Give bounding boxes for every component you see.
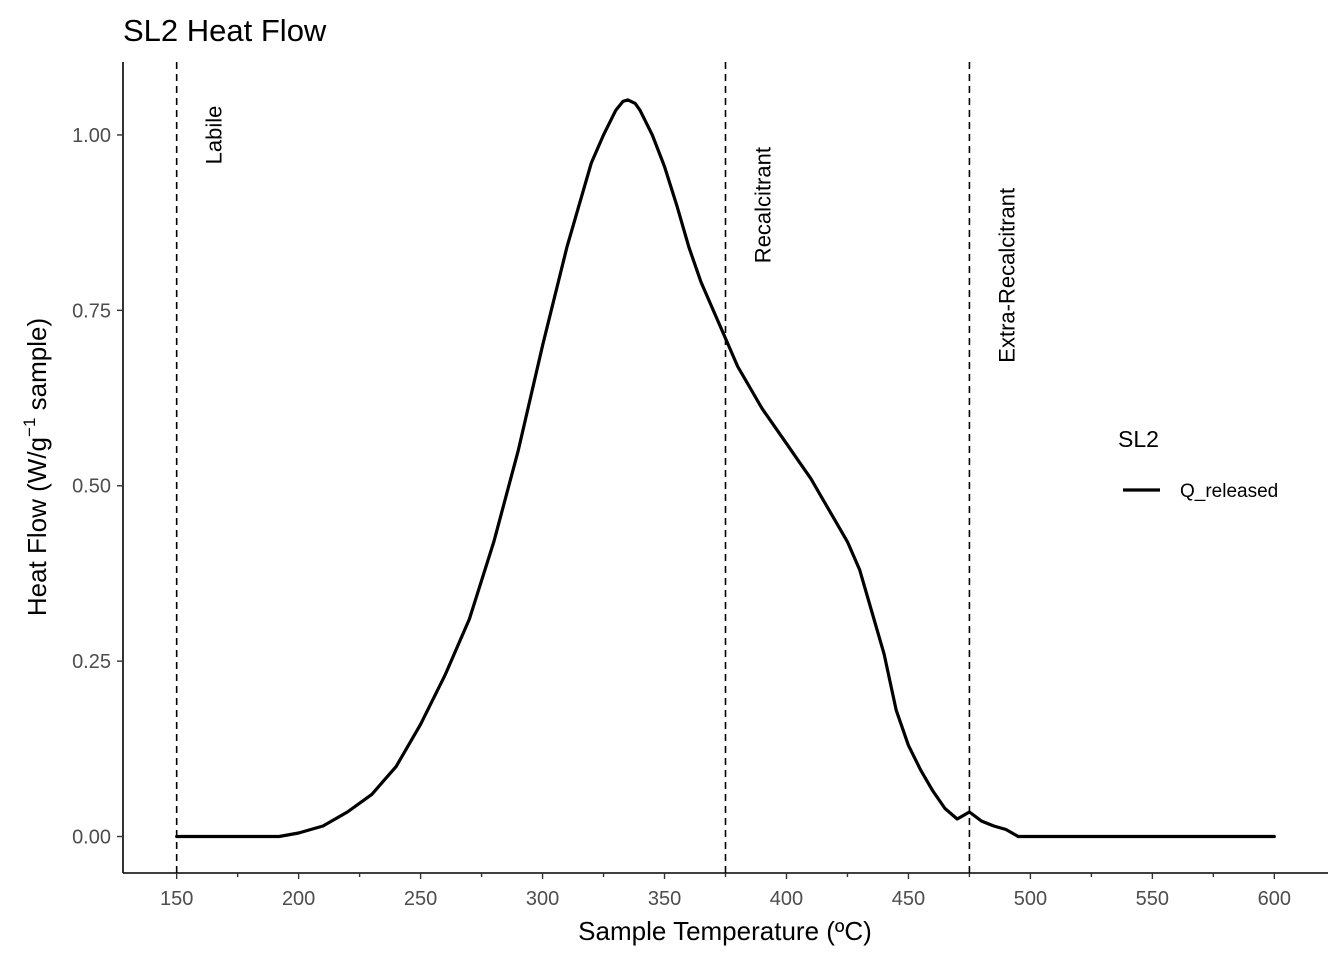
legend-title: SL2: [1118, 426, 1159, 452]
series-line-q-released: [175, 98, 1276, 839]
x-tick-label: 400: [770, 888, 803, 910]
y-tick-label: 1.00: [72, 125, 111, 147]
y-tick-label: 0.75: [72, 300, 111, 322]
region-dividers: Labile Recalcitrant Extra-Recalcitrant: [175, 62, 1019, 873]
region-label: Recalcitrant: [751, 147, 776, 263]
x-tick-label: 600: [1258, 888, 1291, 910]
x-tick-label: 500: [1014, 888, 1047, 910]
x-tick-label: 300: [526, 888, 559, 910]
region-label: Extra-Recalcitrant: [994, 188, 1019, 363]
region-label: Labile: [202, 106, 227, 165]
chart-title: SL2 Heat Flow: [123, 13, 327, 48]
x-axis-ticks: 150 200 250 300 350 400 450 500 550 600: [160, 873, 1291, 910]
y-axis-title: Heat Flow (W/g−1 sample): [20, 318, 52, 616]
x-axis-title: Sample Temperature (ºC): [578, 916, 872, 946]
y-axis-title-tail: sample): [22, 318, 52, 418]
legend-label: Q_released: [1180, 481, 1278, 502]
y-tick-label: 0.50: [72, 476, 111, 498]
x-tick-label: 550: [1136, 888, 1169, 910]
y-axis-ticks: 0.00 0.25 0.50 0.75 1.00: [72, 125, 123, 849]
y-tick-label: 0.25: [72, 651, 111, 673]
legend: SL2 Q_released: [1118, 426, 1278, 502]
x-tick-label: 250: [404, 888, 437, 910]
x-tick-label: 200: [282, 888, 315, 910]
y-tick-label: 0.00: [72, 827, 111, 849]
x-tick-label: 150: [160, 888, 193, 910]
y-axis-title-main: Heat Flow (W/g: [22, 437, 52, 616]
series-layer: [175, 98, 1276, 839]
x-tick-label: 350: [648, 888, 681, 910]
y-axis-title-superscript: −1: [20, 418, 39, 437]
x-tick-label: 450: [892, 888, 925, 910]
